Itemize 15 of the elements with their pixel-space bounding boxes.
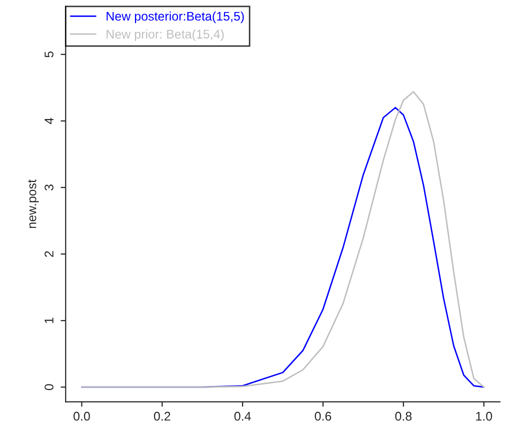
y-tick-label: 5: [44, 51, 54, 58]
y-tick-label: 1: [44, 318, 54, 324]
y-axis-title: new.post: [28, 180, 39, 228]
x-tick-label: 0.0: [74, 412, 90, 421]
y-tick-label: 3: [44, 184, 54, 190]
legend-label: New posterior:Beta(15,5): [106, 11, 244, 24]
x-tick-label: 1.0: [476, 412, 492, 421]
x-tick-label: 0.8: [395, 412, 412, 421]
x-tick-label: 0.2: [154, 412, 170, 421]
y-tick-label: 0: [44, 384, 54, 390]
y-tick-label: 4: [44, 118, 54, 124]
y-tick-label: 2: [44, 251, 54, 257]
x-tick-label: 0.4: [234, 412, 251, 421]
x-tick-label: 0.6: [314, 412, 332, 421]
legend-label: New prior: Beta(15,4): [106, 29, 224, 42]
